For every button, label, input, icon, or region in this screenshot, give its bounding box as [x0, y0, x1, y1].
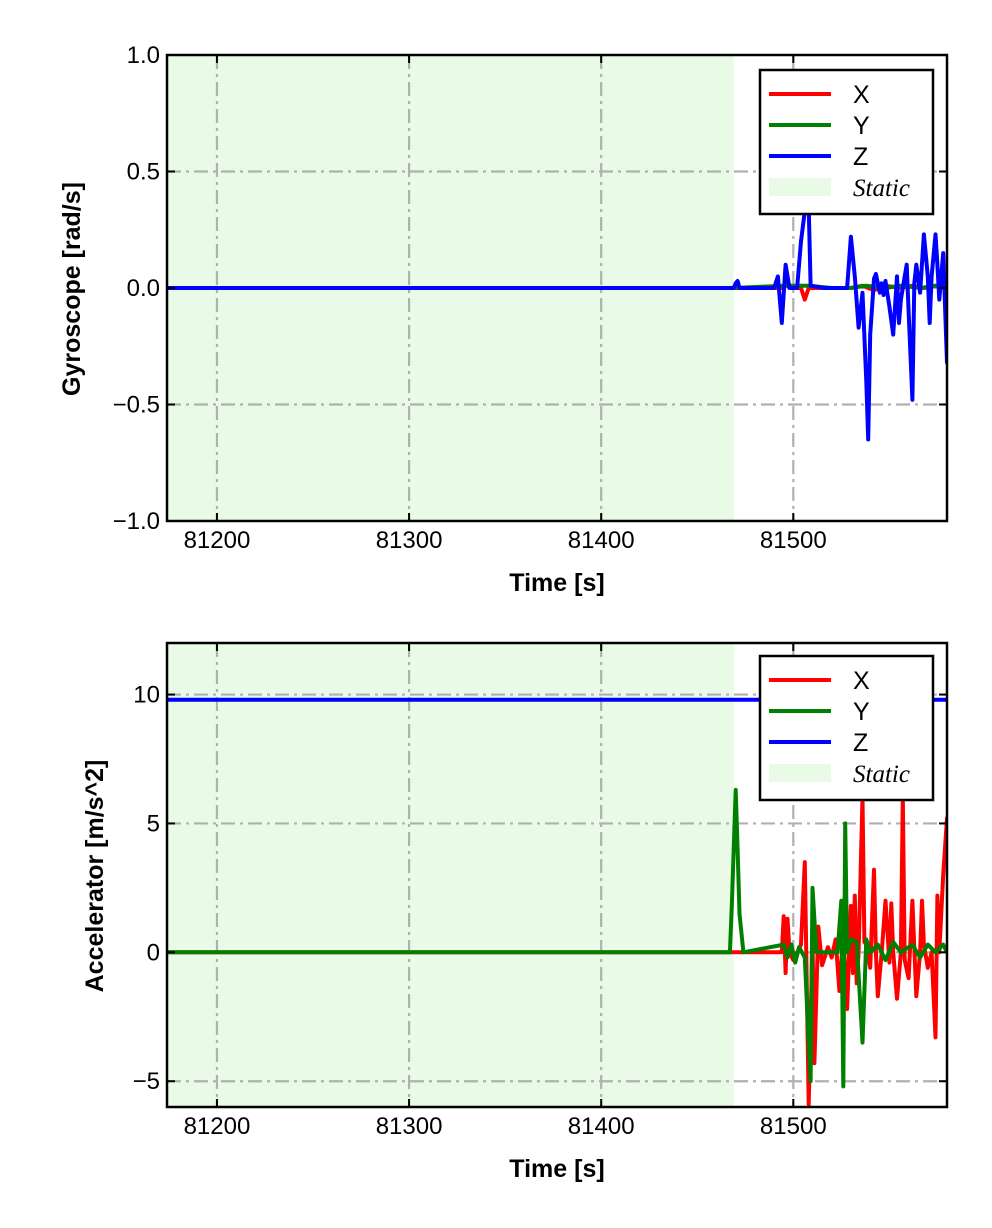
accelerator-legend-label-x: X — [853, 667, 870, 695]
accelerator-legend-label-static: Static — [853, 761, 910, 788]
gyroscope-series-z-line — [167, 204, 947, 442]
accelerator-series-y-line — [167, 787, 947, 1089]
accelerator-y-tick-label: 0 — [147, 939, 160, 966]
accelerator-legend: XYZ Static — [758, 654, 935, 802]
gyroscope-x-tick-label: 81500 — [760, 527, 827, 554]
accelerator-plot-frame — [165, 641, 949, 1109]
accelerator-x-tick-label: 81200 — [184, 1113, 251, 1140]
gyroscope-legend-label-y: Y — [853, 112, 870, 140]
accelerator-y-axis-label: Accelerator [m/s^2] — [81, 760, 109, 993]
gyroscope-y-axis-label: Gyroscope [rad/s] — [58, 182, 86, 396]
accelerator-legend-label-z: Z — [853, 729, 868, 757]
gyroscope-x-tick-label: 81300 — [376, 527, 443, 554]
accelerator-y-tick-label: 5 — [147, 810, 160, 837]
gyroscope-y-tick-label: −1.0 — [113, 508, 160, 535]
gyroscope-legend-label-z: Z — [853, 143, 868, 171]
gyroscope-x-tick-label: 81200 — [184, 527, 251, 554]
accelerator-x-tick-label: 81300 — [376, 1113, 443, 1140]
accelerator-chart: Time [s] Accelerator [m/s^2] 81200 81300 8… — [81, 641, 949, 1183]
gyroscope-x-tick-label: 81400 — [568, 527, 635, 554]
gyroscope-chart: Time [s] Gyroscope [rad/s] 81200 81300 814… — [58, 42, 949, 597]
accelerator-legend-label-y: Y — [853, 698, 870, 726]
gyroscope-legend-label-x: X — [853, 81, 870, 109]
accelerator-y-tick-label: 10 — [133, 682, 160, 709]
gyroscope-legend: XYZ Static — [758, 68, 935, 216]
gyroscope-legend-swatch-static — [769, 178, 831, 196]
gyroscope-x-axis-label: Time [s] — [509, 569, 604, 597]
accelerator-legend-swatch-static — [769, 764, 831, 782]
gyroscope-legend-label-static: Static — [853, 175, 910, 202]
accelerator-static-region — [167, 643, 734, 1107]
gyroscope-y-tick-label: 0.0 — [127, 275, 160, 302]
gyroscope-y-tick-label: 1.0 — [127, 42, 160, 69]
accelerator-x-tick-label: 81500 — [760, 1113, 827, 1140]
accelerator-x-tick-label: 81400 — [568, 1113, 635, 1140]
accelerator-x-axis-label: Time [s] — [509, 1155, 604, 1183]
gyroscope-y-tick-label: −0.5 — [113, 392, 160, 419]
gyroscope-y-tick-label: 0.5 — [127, 159, 160, 186]
accelerator-y-tick-label: −5 — [133, 1068, 160, 1095]
